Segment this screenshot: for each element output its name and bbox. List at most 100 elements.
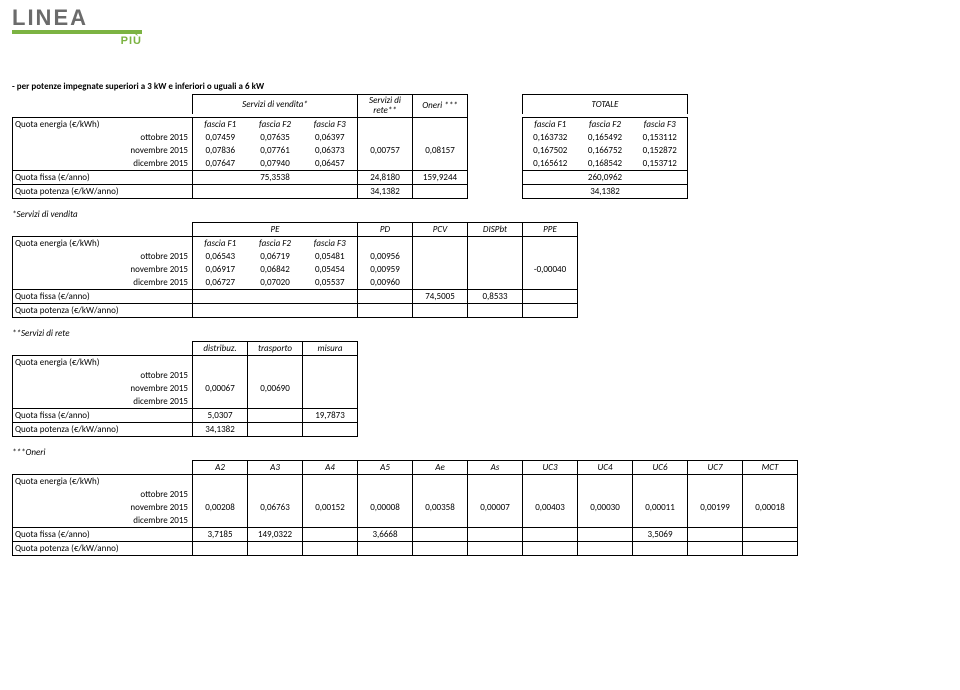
h: A5: [358, 460, 413, 474]
lbl: ottobre 2015: [123, 369, 193, 382]
lbl-ott: ottobre 2015: [123, 131, 193, 144]
v: 0,8533: [468, 289, 523, 303]
h: As: [468, 460, 523, 474]
lbl: Quota fissa (€/anno): [13, 289, 193, 303]
v: 0,06917: [193, 263, 248, 276]
v: 0,07761: [248, 144, 303, 157]
lbl: dicembre 2015: [123, 395, 193, 409]
v: 0,05481: [303, 250, 358, 263]
v: 0,07020: [248, 276, 303, 290]
lbl-quota-energia: Quota energia (€/kWh): [13, 236, 123, 250]
lbl-nov: novembre 2015: [123, 144, 193, 157]
v: 0,06543: [193, 250, 248, 263]
v: 0,06842: [248, 263, 303, 276]
hdr-tf1: fascia F1: [523, 117, 578, 131]
v: 0,00208: [193, 501, 248, 514]
hdr-dispbt: DISPbt: [468, 222, 523, 236]
lbl: dicembre 2015: [123, 514, 193, 528]
h: A4: [303, 460, 358, 474]
v: 0,00960: [358, 276, 413, 290]
v: 0,07635: [248, 131, 303, 144]
oneri-table: A2 A3 A4 A5 Ae As UC3 UC4 UC6 UC7 MCT Qu…: [12, 460, 798, 556]
h: A3: [248, 460, 303, 474]
v: 0,163732: [523, 131, 578, 144]
v: 0,06763: [248, 501, 303, 514]
hdr-ppe: PPE: [523, 222, 578, 236]
v: 0,166752: [578, 144, 633, 157]
v: 0,05454: [303, 263, 358, 276]
v: 260,0962: [523, 170, 688, 184]
h: fascia F2: [248, 236, 303, 250]
vendita-table: PE PD PCV DISPbt PPE Quota energia (€/kW…: [12, 222, 578, 318]
hdr-oneri: Oneri ***: [413, 94, 468, 117]
v: 0,06457: [303, 157, 358, 171]
h: MCT: [743, 460, 798, 474]
v: 0,00690: [248, 382, 303, 395]
v: 0,00757: [358, 144, 413, 157]
lbl: dicembre 2015: [123, 276, 193, 290]
v: 24,8180: [358, 170, 413, 184]
hdr-tf3: fascia F3: [633, 117, 688, 131]
hdr-vendita: Servizi di vendita*: [193, 94, 358, 113]
v: 0,00007: [468, 501, 523, 514]
v: 0,167502: [523, 144, 578, 157]
h: Ae: [413, 460, 468, 474]
h: UC4: [578, 460, 633, 474]
logo-sub: PIÙ: [12, 35, 142, 47]
lbl-quota-energia: Quota energia (€/kWh): [13, 117, 123, 131]
v: 3,5069: [633, 527, 688, 541]
hdr-pd: PD: [358, 222, 413, 236]
section-vendita: *Servizi di vendita: [12, 209, 948, 220]
content: - per potenze impegnate superiori a 3 kW…: [0, 51, 960, 576]
v: 0,00956: [358, 250, 413, 263]
v: 0,07647: [193, 157, 248, 171]
lbl: novembre 2015: [123, 501, 193, 514]
v: 0,00152: [303, 501, 358, 514]
v: 0,00199: [688, 501, 743, 514]
h: distribuz.: [193, 341, 248, 355]
lbl: novembre 2015: [123, 382, 193, 395]
v: 0,08157: [413, 144, 468, 157]
v: 0,168542: [578, 157, 633, 171]
hdr-tf2: fascia F2: [578, 117, 633, 131]
v: 0,07836: [193, 144, 248, 157]
hdr-f3: fascia F3: [303, 117, 358, 131]
v: 0,00959: [358, 263, 413, 276]
logo: LINEA PIÙ: [0, 0, 960, 51]
logo-bar: [12, 30, 142, 34]
lbl: Quota energia (€/kWh): [13, 474, 123, 488]
v: 19,7873: [303, 408, 358, 422]
v: 0,06727: [193, 276, 248, 290]
lbl: Quota energia (€/kWh): [13, 355, 123, 369]
v: 0,00358: [413, 501, 468, 514]
v: 0,153112: [633, 131, 688, 144]
h: misura: [303, 341, 358, 355]
v: 0,165492: [578, 131, 633, 144]
v: 34,1382: [358, 184, 413, 198]
v: 159,9244: [413, 170, 468, 184]
v: 0,07940: [248, 157, 303, 171]
hdr-pcv: PCV: [413, 222, 468, 236]
v: 0,05537: [303, 276, 358, 290]
lbl: Quota potenza (€/kW/anno): [13, 541, 193, 555]
h: fascia F1: [193, 236, 248, 250]
v: 0,00067: [193, 382, 248, 395]
main-table: Servizi di vendita* Servizi direte** One…: [12, 94, 688, 199]
v: 0,165612: [523, 157, 578, 171]
lbl: Quota fissa (€/anno): [13, 527, 193, 541]
hdr-f2: fascia F2: [248, 117, 303, 131]
v: -0,00040: [523, 263, 578, 276]
v: 34,1382: [193, 422, 248, 436]
hdr-totale: TOTALE: [523, 94, 688, 113]
lbl-fissa: Quota fissa (€/anno): [13, 170, 193, 184]
lbl: ottobre 2015: [123, 488, 193, 501]
v: 74,5005: [413, 289, 468, 303]
v: 0,07459: [193, 131, 248, 144]
rete-table: distribuz. trasporto misura Quota energi…: [12, 341, 358, 437]
v: 0,153712: [633, 157, 688, 171]
hdr-rete: Servizi direte**: [358, 94, 413, 117]
h: UC7: [688, 460, 743, 474]
v: 0,00403: [523, 501, 578, 514]
lbl: novembre 2015: [123, 263, 193, 276]
v: 5,0307: [193, 408, 248, 422]
